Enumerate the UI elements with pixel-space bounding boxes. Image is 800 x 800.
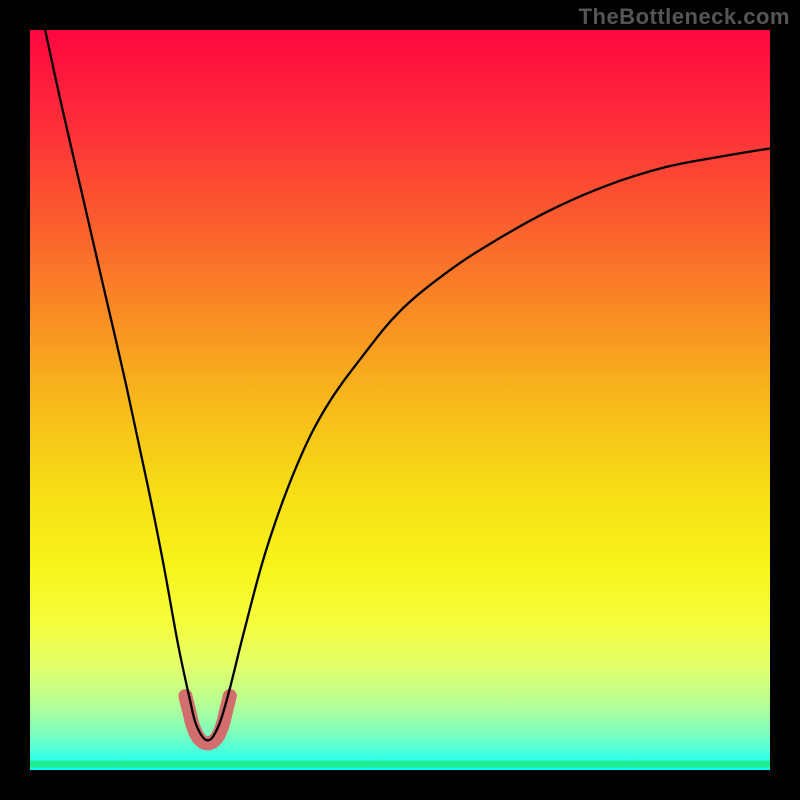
chart-canvas (0, 0, 800, 800)
plot-background (30, 30, 770, 770)
watermark-text: TheBottleneck.com (579, 4, 790, 30)
bottleneck-chart: TheBottleneck.com (0, 0, 800, 800)
